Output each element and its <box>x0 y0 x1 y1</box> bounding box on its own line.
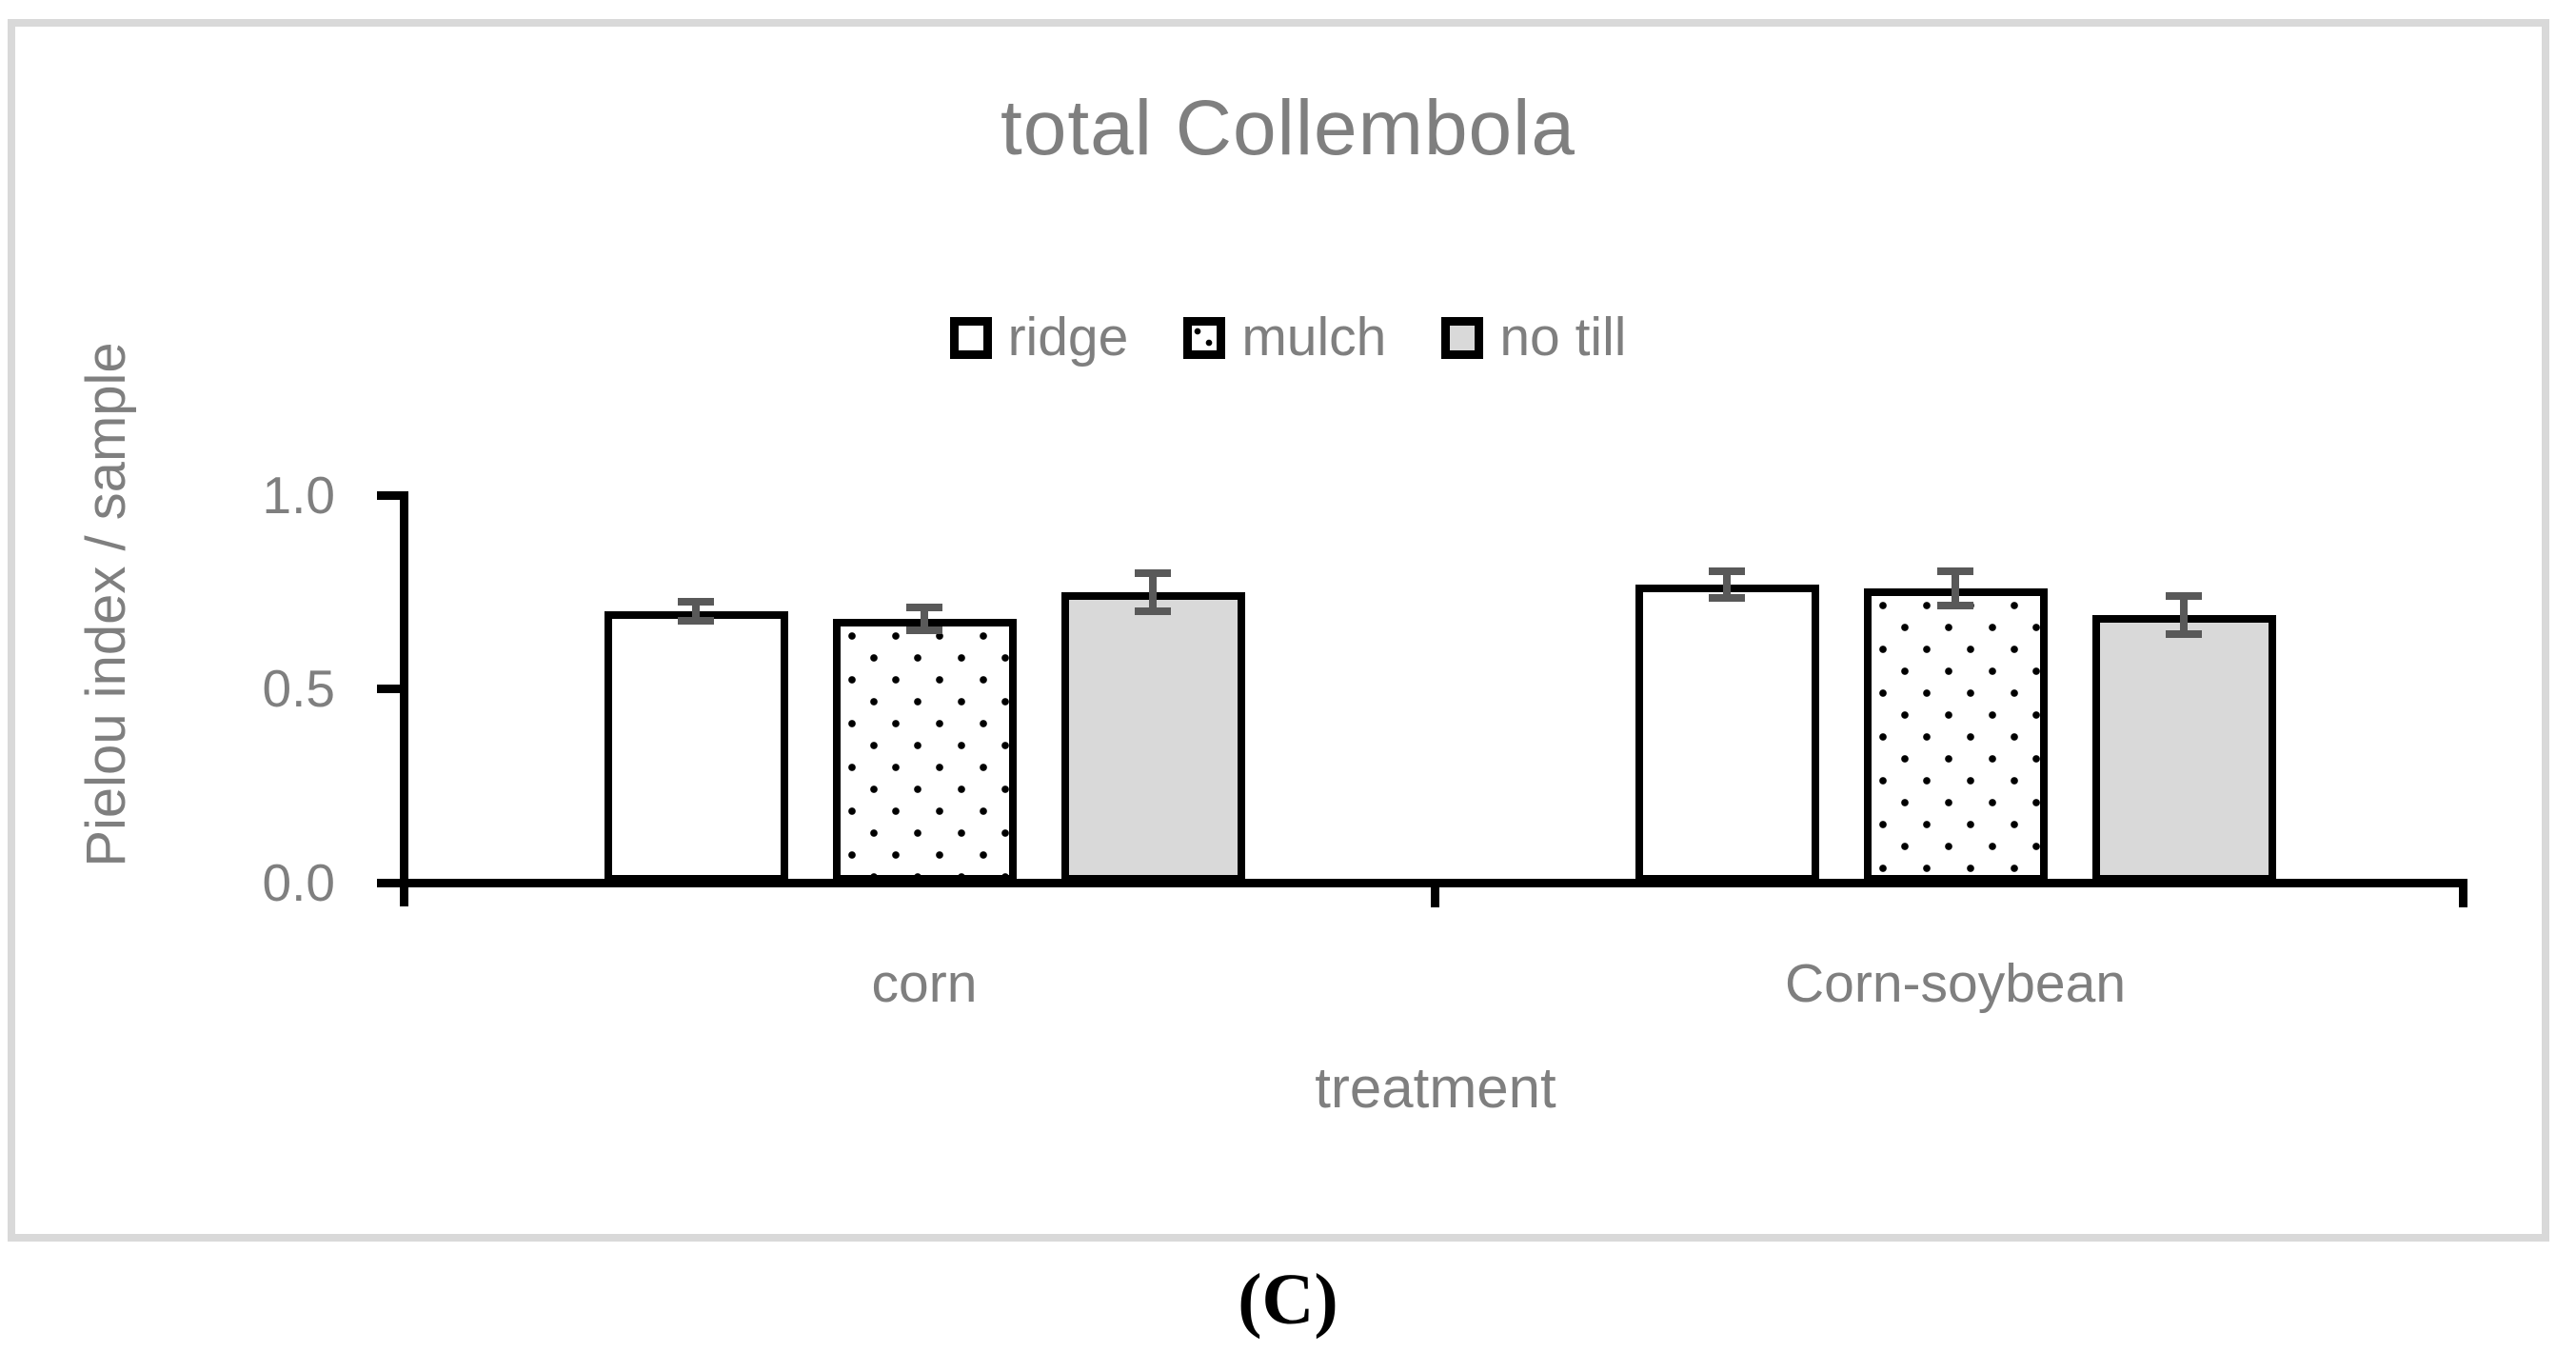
bar-ridge-corn-soybean <box>1635 585 1819 883</box>
legend-label-notill: no till <box>1499 307 1627 368</box>
x-axis-title: treatment <box>1315 1056 1556 1120</box>
legend-swatch-mulch-icon <box>1183 316 1226 359</box>
y-tick-label-0.0: 0.0 <box>262 853 335 912</box>
y-tick-label-1.0: 1.0 <box>262 466 335 525</box>
legend-swatch-ridge-icon <box>949 316 992 359</box>
errorbar-no-till-corn-soybean-cap-top <box>2166 592 2202 600</box>
bar-no-till-corn-soybean <box>2092 615 2276 883</box>
x-category-label-corn: corn <box>871 953 978 1014</box>
errorbar-ridge-corn-line <box>692 602 700 621</box>
errorbar-no-till-corn-soybean-line <box>2180 596 2188 634</box>
errorbar-mulch-corn-soybean-cap-top <box>1937 567 1973 575</box>
legend-label-mulch: mulch <box>1241 307 1387 368</box>
x-tick-category-divider <box>1431 883 1439 907</box>
errorbar-mulch-corn-cap-bottom <box>906 626 942 634</box>
y-axis-title: Pielou index / sample <box>75 342 137 867</box>
legend-item-notill: no till <box>1441 310 1626 365</box>
errorbar-ridge-corn-cap-top <box>678 598 714 606</box>
errorbar-ridge-corn-soybean-cap-bottom <box>1709 594 1745 602</box>
errorbar-no-till-corn-line <box>1149 573 1157 611</box>
errorbar-mulch-corn-cap-top <box>906 604 942 611</box>
y-axis-line <box>400 491 408 906</box>
errorbar-ridge-corn-soybean-cap-top <box>1709 567 1745 575</box>
errorbar-mulch-corn-soybean-line <box>1952 571 1959 606</box>
legend-swatch-notill-icon <box>1441 316 1484 359</box>
panel-caption: (C) <box>1238 1260 1338 1340</box>
y-tick-0.0 <box>377 879 404 887</box>
bar-no-till-corn <box>1061 592 1245 883</box>
legend-item-mulch: mulch <box>1183 310 1386 365</box>
bar-ridge-corn <box>604 611 788 883</box>
legend-item-ridge: ridge <box>949 307 1129 368</box>
legend: ridge mulch no till <box>0 310 2576 365</box>
errorbar-no-till-corn-soybean-cap-bottom <box>2166 630 2202 638</box>
legend-label-ridge: ridge <box>1007 307 1129 368</box>
errorbar-mulch-corn-line <box>921 607 928 630</box>
y-tick-1.0 <box>377 491 404 500</box>
bar-mulch-corn-soybean <box>1864 588 2048 883</box>
y-tick-label-0.5: 0.5 <box>262 659 335 718</box>
x-category-label-corn-soybean: Corn-soybean <box>1784 953 2127 1014</box>
errorbar-ridge-corn-soybean-line <box>1723 571 1731 598</box>
y-tick-0.5 <box>377 685 404 693</box>
errorbar-mulch-corn-soybean-cap-bottom <box>1937 602 1973 609</box>
bar-mulch-corn <box>833 619 1017 883</box>
errorbar-no-till-corn-cap-bottom <box>1135 607 1171 615</box>
errorbar-ridge-corn-cap-bottom <box>678 617 714 625</box>
errorbar-no-till-corn-cap-top <box>1135 569 1171 577</box>
chart-title: total Collembola <box>1001 85 1575 171</box>
x-tick-axis-end <box>2459 883 2467 907</box>
